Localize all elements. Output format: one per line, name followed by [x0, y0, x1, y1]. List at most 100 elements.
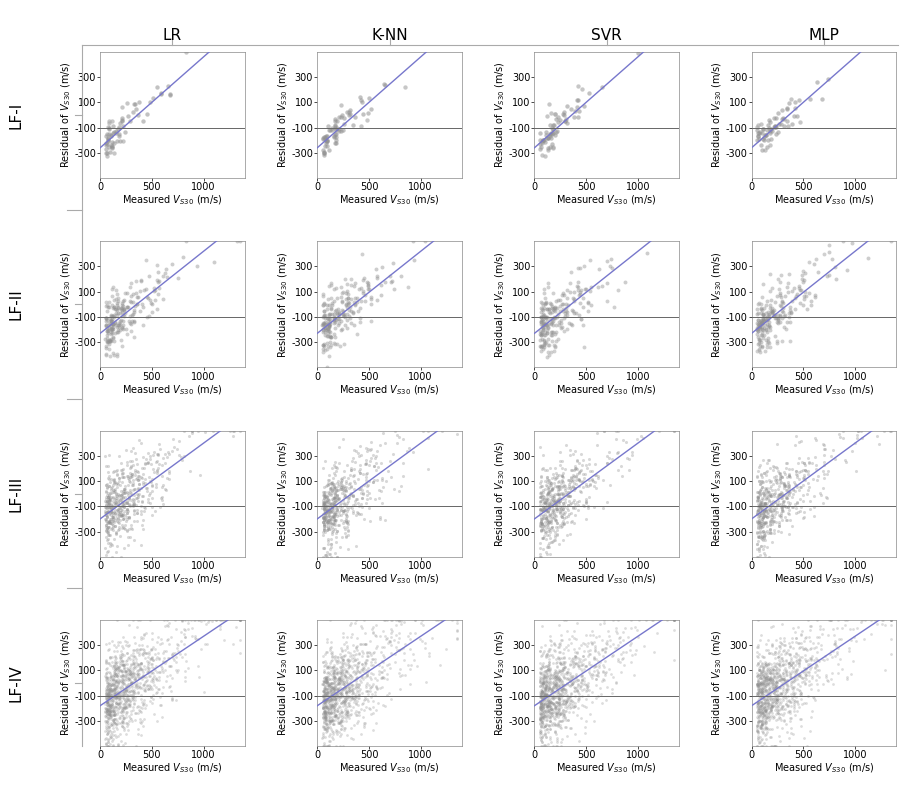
Point: [109, 488, 124, 500]
Point: [551, 333, 566, 346]
Point: [327, 666, 341, 679]
Point: [410, 659, 424, 672]
Point: [789, 109, 804, 122]
Point: [767, 740, 782, 753]
Point: [757, 497, 772, 510]
Point: [546, 302, 561, 314]
Point: [112, 694, 126, 707]
Point: [100, 707, 115, 720]
Point: [125, 455, 139, 468]
Point: [333, 483, 348, 496]
Point: [550, 736, 564, 749]
Point: [624, 448, 639, 461]
Point: [136, 670, 150, 682]
Point: [407, 654, 421, 666]
Point: [328, 692, 342, 705]
Point: [328, 709, 342, 722]
Point: [335, 479, 349, 492]
Point: [106, 127, 121, 140]
Point: [573, 677, 588, 689]
Point: [332, 717, 347, 729]
Point: [111, 697, 126, 709]
Point: [329, 693, 343, 705]
Point: [558, 306, 572, 319]
Point: [540, 692, 554, 705]
Point: [122, 492, 136, 504]
Point: [318, 501, 333, 514]
Point: [559, 672, 573, 685]
Point: [111, 676, 126, 689]
Point: [104, 702, 118, 715]
Point: [541, 482, 555, 495]
Point: [752, 689, 766, 701]
Point: [538, 689, 552, 701]
Point: [358, 638, 372, 650]
Point: [552, 646, 567, 658]
Point: [578, 653, 592, 666]
Point: [550, 503, 564, 516]
Point: [333, 740, 348, 753]
Point: [545, 671, 560, 684]
Point: [750, 507, 764, 519]
Point: [334, 687, 349, 700]
Point: [758, 306, 773, 319]
Point: [538, 683, 552, 696]
Point: [540, 700, 554, 713]
Point: [791, 621, 805, 634]
Point: [328, 485, 342, 498]
Point: [541, 487, 555, 500]
Point: [105, 650, 119, 663]
Point: [804, 654, 818, 666]
Point: [883, 425, 897, 437]
Point: [390, 437, 405, 449]
Point: [755, 513, 770, 526]
Point: [788, 654, 803, 667]
Point: [821, 465, 835, 478]
Point: [329, 654, 344, 667]
Point: [328, 687, 342, 700]
Point: [537, 689, 551, 701]
Point: [759, 492, 774, 505]
Point: [114, 508, 128, 520]
Point: [549, 700, 563, 713]
Point: [110, 350, 125, 362]
Point: [321, 516, 336, 528]
Point: [111, 662, 126, 675]
Point: [545, 508, 560, 520]
Point: [232, 614, 247, 626]
Point: [566, 464, 581, 476]
Point: [354, 676, 369, 689]
Point: [753, 681, 768, 693]
Point: [753, 468, 768, 480]
Point: [536, 501, 551, 514]
Point: [125, 295, 139, 308]
Point: [326, 500, 340, 512]
Point: [346, 685, 360, 698]
Point: [350, 446, 365, 459]
Point: [565, 698, 580, 711]
Point: [394, 642, 409, 655]
Point: [99, 496, 114, 508]
Point: [316, 493, 330, 506]
Point: [136, 679, 150, 692]
Point: [320, 327, 335, 340]
Point: [541, 682, 556, 695]
Point: [149, 259, 164, 272]
Point: [322, 523, 337, 536]
Point: [533, 645, 548, 658]
Point: [557, 478, 571, 491]
Point: [810, 614, 824, 626]
Point: [767, 684, 782, 697]
Point: [538, 683, 552, 696]
Point: [339, 508, 353, 520]
Point: [774, 492, 788, 504]
Point: [369, 457, 384, 470]
Point: [545, 493, 560, 506]
Point: [317, 524, 331, 537]
Point: [535, 314, 550, 327]
Point: [106, 484, 121, 497]
Point: [756, 697, 771, 710]
Point: [107, 301, 122, 314]
Point: [555, 511, 570, 523]
Point: [318, 708, 332, 721]
